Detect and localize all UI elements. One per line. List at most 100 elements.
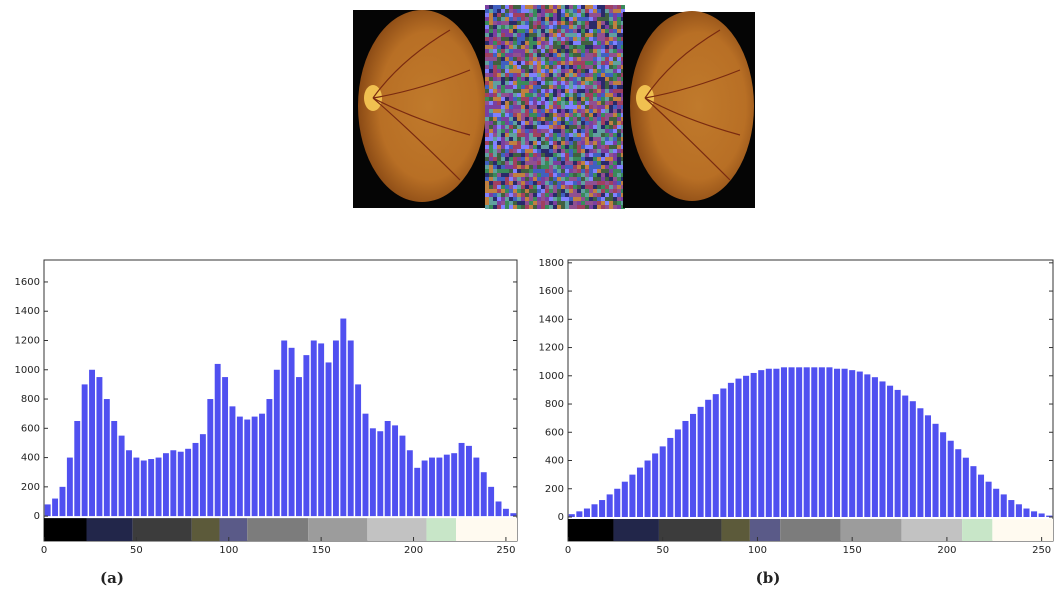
noise-pixel <box>609 169 613 173</box>
bar <box>712 394 719 517</box>
noise-pixel <box>561 45 565 49</box>
noise-pixel <box>577 53 581 57</box>
noise-pixel <box>597 77 601 81</box>
colorbar-segment <box>191 518 220 541</box>
noise-pixel <box>557 109 561 113</box>
noise-pixel <box>557 129 561 133</box>
noise-pixel <box>613 121 617 125</box>
noise-pixel <box>577 129 581 133</box>
noise-pixel <box>537 57 541 61</box>
noise-pixel <box>533 101 537 105</box>
bar <box>473 457 480 517</box>
bar <box>818 367 825 517</box>
noise-pixel <box>485 21 489 25</box>
noise-pixel <box>505 145 509 149</box>
noise-pixel <box>561 169 565 173</box>
noise-pixel <box>521 169 525 173</box>
noise-pixel <box>573 205 577 209</box>
noise-pixel <box>585 181 589 185</box>
noise-pixel <box>485 181 489 185</box>
noise-pixel <box>529 109 533 113</box>
noise-pixel <box>497 145 501 149</box>
noise-pixel <box>581 117 585 121</box>
noise-pixel <box>501 85 505 89</box>
noise-pixel <box>497 57 501 61</box>
noise-pixel <box>557 197 561 201</box>
noise-pixel <box>613 81 617 85</box>
noise-pixel <box>541 9 545 13</box>
noise-pixel <box>593 53 597 57</box>
noise-pixel <box>485 185 489 189</box>
noise-pixel <box>577 29 581 33</box>
noise-pixel <box>497 173 501 177</box>
noise-pixel <box>485 149 489 153</box>
noise-pixel <box>513 9 517 13</box>
noise-pixel <box>533 205 537 209</box>
bar <box>690 413 697 517</box>
noise-pixel <box>501 145 505 149</box>
bar <box>629 474 636 517</box>
noise-pixel <box>505 93 509 97</box>
noise-pixel <box>613 21 617 25</box>
noise-pixel <box>557 101 561 105</box>
noise-pixel <box>509 125 513 129</box>
bar <box>796 367 803 517</box>
noise-pixel <box>525 165 529 169</box>
noise-pixel <box>549 105 553 109</box>
noise-pixel <box>537 157 541 161</box>
noise-pixel <box>565 101 569 105</box>
noise-pixel <box>537 37 541 41</box>
noise-pixel <box>597 13 601 17</box>
noise-pixel <box>501 205 505 209</box>
noise-pixel <box>589 153 593 157</box>
noise-pixel <box>541 81 545 85</box>
noise-pixel <box>557 73 561 77</box>
noise-pixel <box>613 105 617 109</box>
noise-pixel <box>549 89 553 93</box>
noise-pixel <box>609 121 613 125</box>
noise-pixel <box>613 29 617 33</box>
noise-pixel <box>521 181 525 185</box>
noise-pixel <box>545 61 549 65</box>
noise-pixel <box>561 93 565 97</box>
noise-pixel <box>549 189 553 193</box>
noise-pixel <box>521 133 525 137</box>
noise-pixel <box>601 5 605 9</box>
noise-pixel <box>545 113 549 117</box>
noise-pixel <box>589 125 593 129</box>
noise-pixel <box>577 25 581 29</box>
noise-pixel <box>497 201 501 205</box>
noise-pixel <box>593 193 597 197</box>
noise-pixel <box>493 57 497 61</box>
noise-pixel <box>569 41 573 45</box>
noise-pixel <box>609 113 613 117</box>
noise-pixel <box>537 77 541 81</box>
noise-pixel <box>505 45 509 49</box>
noise-pixel <box>505 41 509 45</box>
noise-pixel <box>613 69 617 73</box>
noise-pixel <box>577 45 581 49</box>
noise-pixel <box>513 129 517 133</box>
noise-pixel <box>489 201 493 205</box>
bar <box>887 385 894 517</box>
noise-pixel <box>609 109 613 113</box>
noise-pixel <box>501 49 505 53</box>
noise-pixel <box>605 45 609 49</box>
noise-pixel <box>593 41 597 45</box>
noise-pixel <box>501 25 505 29</box>
noise-pixel <box>589 37 593 41</box>
noise-pixel <box>597 125 601 129</box>
noise-pixel <box>609 89 613 93</box>
noise-pixel <box>605 93 609 97</box>
noise-pixel <box>485 177 489 181</box>
noise-pixel <box>521 185 525 189</box>
noise-pixel <box>485 77 489 81</box>
noise-pixel <box>601 57 605 61</box>
noise-pixel <box>593 177 597 181</box>
noise-pixel <box>529 185 533 189</box>
bar <box>902 395 909 517</box>
noise-pixel <box>553 53 557 57</box>
noise-pixel <box>525 45 529 49</box>
noise-pixel <box>545 133 549 137</box>
noise-pixel <box>581 49 585 53</box>
